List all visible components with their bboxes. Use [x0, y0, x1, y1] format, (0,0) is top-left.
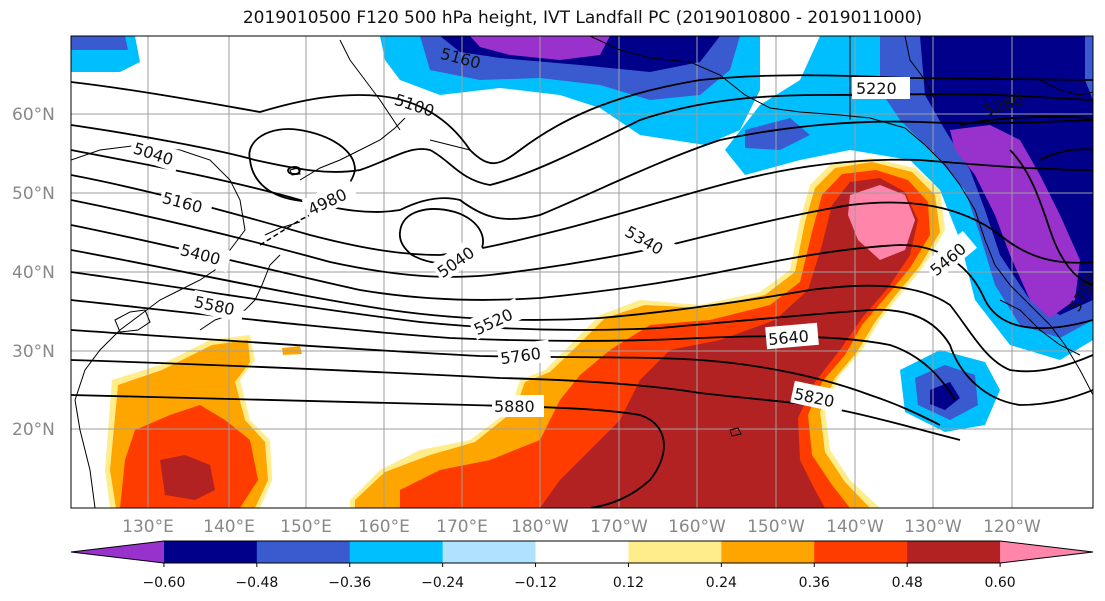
- lon-label: 140°W: [826, 517, 884, 537]
- lon-label: 160°E: [358, 517, 410, 537]
- colorbar-bin: [721, 541, 815, 563]
- contour-label: 5220: [856, 79, 897, 98]
- lon-label: 130°W: [904, 517, 962, 537]
- colorbar-ticks: −0.60 −0.48 −0.36 −0.24 −0.12 0.12 0.24 0.36 0.4…: [142, 563, 1016, 591]
- latitude-labels: 60°N 50°N 40°N 30°N 20°N: [12, 105, 55, 440]
- lon-label: 160°W: [668, 517, 726, 537]
- lon-label: 150°E: [280, 517, 332, 537]
- lon-label: 170°E: [436, 517, 488, 537]
- colorbar-bin: [349, 541, 444, 563]
- lat-label: 40°N: [12, 263, 55, 283]
- lon-label: 180°W: [511, 517, 569, 537]
- colorbar-bin: [1000, 541, 1093, 563]
- height-contours: [71, 74, 1093, 508]
- colorbar-tick-label: 0.60: [985, 575, 1016, 591]
- lat-label: 50°N: [12, 184, 55, 204]
- lon-label: 170°W: [590, 517, 648, 537]
- lon-label: 130°E: [122, 517, 174, 537]
- colorbar-bin: [71, 541, 164, 563]
- colorbar-tick-label: −0.24: [421, 575, 464, 591]
- lon-label: 150°W: [747, 517, 805, 537]
- colorbar: [70, 540, 1094, 564]
- colorbar-tick-label: −0.60: [142, 575, 185, 591]
- colorbar-bin: [628, 541, 722, 563]
- colorbar-bin: [907, 541, 1001, 563]
- colorbar-bin: [814, 541, 908, 563]
- colorbar-bin: [442, 541, 537, 563]
- colorbar-bin: [256, 541, 351, 563]
- colorbar-tick-label: 0.24: [706, 575, 737, 591]
- coastlines: [71, 36, 1093, 508]
- lat-label: 60°N: [12, 105, 55, 125]
- lon-label: 140°E: [203, 517, 255, 537]
- colorbar-bin: [535, 541, 629, 563]
- lat-label: 20°N: [12, 420, 55, 440]
- colorbar-tick-label: −0.36: [328, 575, 371, 591]
- colorbar-bin: [163, 541, 258, 563]
- lat-label: 30°N: [12, 342, 55, 362]
- contour-label: 5880: [494, 397, 535, 416]
- colorbar-tick-label: 0.48: [892, 575, 923, 591]
- colorbar-tick-label: −0.48: [235, 575, 278, 591]
- colorbar-tick-label: 0.12: [613, 575, 644, 591]
- map-frame: [70, 35, 1094, 509]
- lon-label: 120°W: [983, 517, 1041, 537]
- contour-label: 5640: [767, 327, 809, 349]
- map-title: 2019010500 F120 500 hPa height, IVT Land…: [242, 8, 923, 28]
- colorbar-tick-label: −0.12: [514, 575, 557, 591]
- longitude-labels: 130°E 140°E 150°E 160°E 170°E 180°W 170°…: [122, 517, 1041, 537]
- map-panel: 5040 5100 5160 5220 5280 4980 5040 5160 …: [71, 36, 1093, 508]
- colorbar-tick-label: 0.36: [799, 575, 830, 591]
